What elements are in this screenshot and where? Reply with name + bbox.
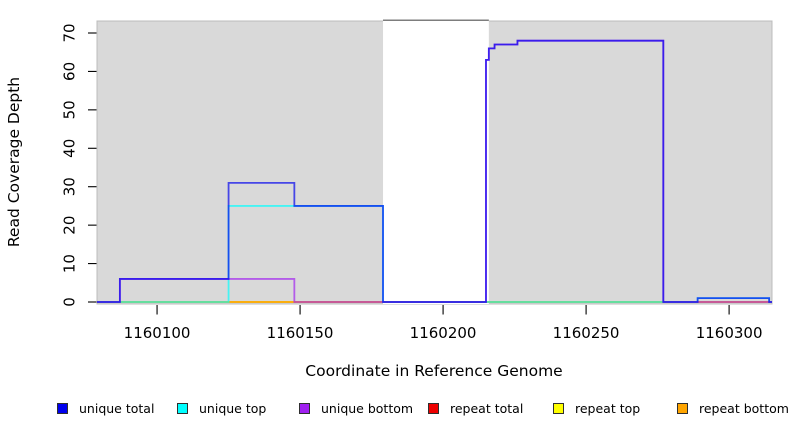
y-tick-label: 0 [60, 297, 78, 307]
legend-swatch-icon [57, 403, 68, 414]
chart-layer: 0 10 20 30 40 50 60 70 1160100 1160150 1160200 1160… [60, 19, 773, 342]
x-tick-label: 1160100 [124, 324, 191, 342]
legend-item-repeat-bottom: repeat bottom [677, 401, 789, 416]
legend-label: repeat total [450, 401, 524, 416]
series-line-unique-total [97, 39, 772, 303]
legend-label: unique top [199, 401, 267, 416]
x-axis-title: Coordinate in Reference Genome [305, 362, 562, 380]
legend: unique total unique top unique bottom repea… [0, 401, 792, 417]
legend-item-unique-bottom: unique bottom [299, 401, 413, 416]
y-tick-label: 50 [60, 100, 78, 119]
y-tick-label: 30 [60, 177, 78, 196]
x-tick-label: 1160300 [696, 324, 763, 342]
legend-swatch-icon [177, 403, 188, 414]
legend-label: unique total [79, 401, 155, 416]
y-tick-label: 60 [60, 62, 78, 81]
y-tick-label: 40 [60, 139, 78, 158]
legend-item-repeat-top: repeat top [553, 401, 640, 416]
y-tick-label: 20 [60, 216, 78, 235]
x-tick-label: 1160150 [267, 324, 334, 342]
legend-label: unique bottom [321, 401, 414, 416]
legend-label: repeat bottom [699, 401, 789, 416]
legend-item-unique-top: unique top [177, 401, 266, 416]
x-tick-label: 1160250 [553, 324, 620, 342]
legend-label: repeat top [575, 401, 641, 416]
plot-canvas: 0 10 20 30 40 50 60 70 1160100 1160150 1160200 1160… [5, 19, 773, 380]
y-tick-label: 10 [60, 254, 78, 273]
legend-swatch-icon [299, 403, 310, 414]
legend-item-repeat-total: repeat total [428, 401, 523, 416]
y-axis-title: Read Coverage Depth [5, 77, 23, 247]
legend-item-unique-total: unique total [57, 401, 154, 416]
legend-swatch-icon [553, 403, 564, 414]
legend-swatch-icon [428, 403, 439, 414]
legend-swatch-icon [677, 403, 688, 414]
x-tick-label: 1160200 [410, 324, 477, 342]
y-tick-label: 70 [60, 23, 78, 42]
no-data-region [383, 20, 489, 305]
